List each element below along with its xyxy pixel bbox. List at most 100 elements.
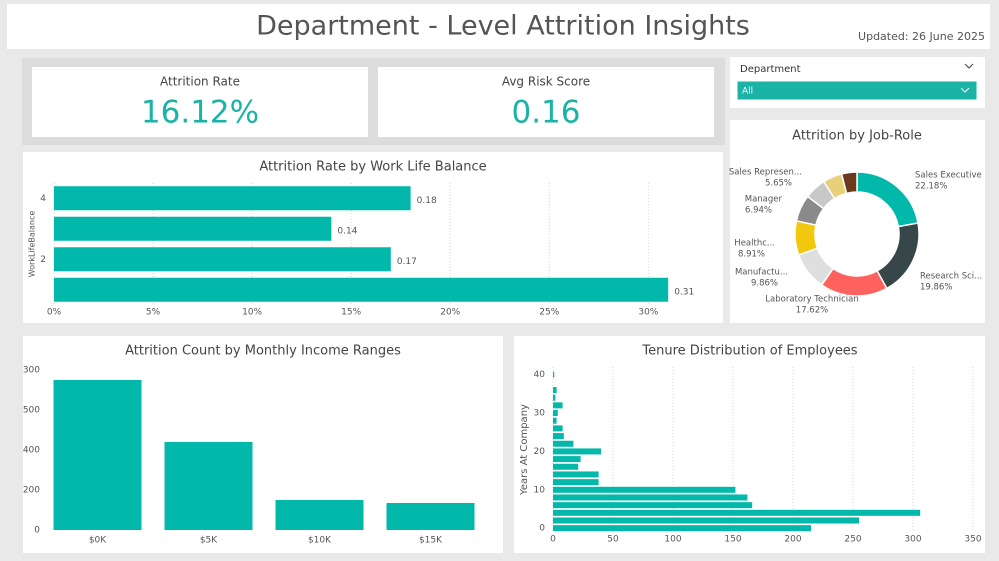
x-tick-label: 200 xyxy=(784,535,801,545)
y-tick-label: 200 xyxy=(23,486,40,496)
bar xyxy=(54,277,669,302)
bar xyxy=(53,380,142,530)
y-tick-label: 10 xyxy=(534,485,546,495)
bar xyxy=(54,216,332,241)
y-tick-label: 20 xyxy=(534,447,546,457)
x-tick-label: $5K xyxy=(200,536,218,546)
slicer-selected: All xyxy=(742,87,753,97)
x-tick-label: 150 xyxy=(724,535,741,545)
bar xyxy=(275,500,364,530)
chart-title: Attrition Rate by Work Life Balance xyxy=(259,160,486,175)
x-tick-label: 0 xyxy=(550,535,556,545)
bar xyxy=(553,394,556,401)
y-tick-label: 500 xyxy=(23,406,40,416)
kpi-value: 16.12% xyxy=(141,95,259,131)
segment-label: Sales Represen... xyxy=(729,168,802,178)
kpi-card xyxy=(378,67,714,137)
bar xyxy=(553,494,748,501)
y-tick-label: 0 xyxy=(539,524,545,534)
x-tick-label: 0% xyxy=(47,308,62,318)
bar xyxy=(553,486,736,493)
x-tick-label: 10% xyxy=(242,308,262,318)
updated-date: Updated: 26 June 2025 xyxy=(858,30,985,43)
value-label: 0.17 xyxy=(397,257,417,267)
y-tick-label: 400 xyxy=(23,446,40,456)
bar xyxy=(553,440,574,447)
bar xyxy=(553,463,579,470)
bar xyxy=(553,371,555,378)
bar xyxy=(553,410,558,417)
segment-label: Research Sci... xyxy=(920,272,982,282)
y-axis-label: Years At Company xyxy=(519,404,530,496)
chart-title: Attrition by Job-Role xyxy=(792,129,922,144)
segment-label: Manufactu... xyxy=(735,268,788,278)
x-tick-label: 25% xyxy=(539,308,559,318)
x-tick-label: 300 xyxy=(904,535,921,545)
slicer-label: Department xyxy=(740,64,801,75)
chart-title: Tenure Distribution of Employees xyxy=(641,344,857,359)
segment-value: 5.65% xyxy=(765,179,792,189)
donut-segment xyxy=(840,171,858,195)
x-tick-label: 30% xyxy=(638,308,658,318)
bar xyxy=(553,471,599,478)
x-tick-label: 15% xyxy=(341,308,361,318)
bar xyxy=(54,247,391,272)
segment-label: Sales Executive xyxy=(915,171,982,181)
x-tick-label: 250 xyxy=(844,535,861,545)
segment-value: 6.94% xyxy=(745,206,772,216)
bar xyxy=(553,479,599,486)
segment-value: 9.86% xyxy=(751,279,778,289)
bar xyxy=(553,456,581,463)
y-tick-label: 2 xyxy=(40,255,46,265)
segment-value: 17.62% xyxy=(796,306,828,316)
bar xyxy=(553,425,563,432)
x-tick-label: $0K xyxy=(89,536,107,546)
bar xyxy=(54,186,411,211)
bar xyxy=(553,387,557,394)
x-tick-label: 5% xyxy=(146,308,161,318)
y-tick-label: 4 xyxy=(40,194,46,204)
donut-segment xyxy=(794,219,819,256)
x-tick-label: 20% xyxy=(440,308,460,318)
bar xyxy=(386,503,475,530)
kpi-label: Avg Risk Score xyxy=(502,75,590,89)
y-tick-label: 30 xyxy=(534,409,546,419)
x-tick-label: 100 xyxy=(664,535,681,545)
value-label: 0.31 xyxy=(674,287,694,297)
segment-label: Healthc... xyxy=(734,239,775,249)
kpi-label: Attrition Rate xyxy=(160,75,240,89)
chart-panel xyxy=(514,336,985,553)
bar xyxy=(553,525,811,532)
header-panel xyxy=(7,4,990,49)
x-tick-label: 350 xyxy=(964,535,981,545)
y-axis-label: WorkLifeBalance xyxy=(28,211,37,278)
bar xyxy=(553,417,557,424)
bar xyxy=(553,402,563,409)
segment-value: 22.18% xyxy=(915,182,947,192)
x-tick-label: $15K xyxy=(419,536,443,546)
slicer-collapse[interactable] xyxy=(964,63,974,69)
kpi-value: 0.16 xyxy=(511,95,580,131)
bar xyxy=(164,442,253,530)
chart-title: Attrition Count by Monthly Income Ranges xyxy=(125,344,401,359)
y-tick-label: 300 xyxy=(23,366,40,376)
page-title: Department - Level Attrition Insights xyxy=(256,11,750,42)
y-tick-label: 0 xyxy=(34,526,40,536)
segment-value: 8.91% xyxy=(738,250,765,260)
bar xyxy=(553,502,753,509)
y-tick-label: 40 xyxy=(534,370,546,380)
bar xyxy=(553,517,859,524)
value-label: 0.14 xyxy=(337,226,357,236)
x-tick-label: $10K xyxy=(308,536,332,546)
segment-label: Laboratory Technician xyxy=(765,295,858,305)
value-label: 0.18 xyxy=(417,196,437,206)
kpi-card xyxy=(32,67,368,137)
dropdown-arrow xyxy=(960,87,970,93)
segment-value: 19.86% xyxy=(920,283,952,293)
slicer-dropdown[interactable] xyxy=(736,80,978,101)
bar xyxy=(553,509,921,516)
x-tick-label: 50 xyxy=(607,535,619,545)
bar xyxy=(553,448,601,455)
